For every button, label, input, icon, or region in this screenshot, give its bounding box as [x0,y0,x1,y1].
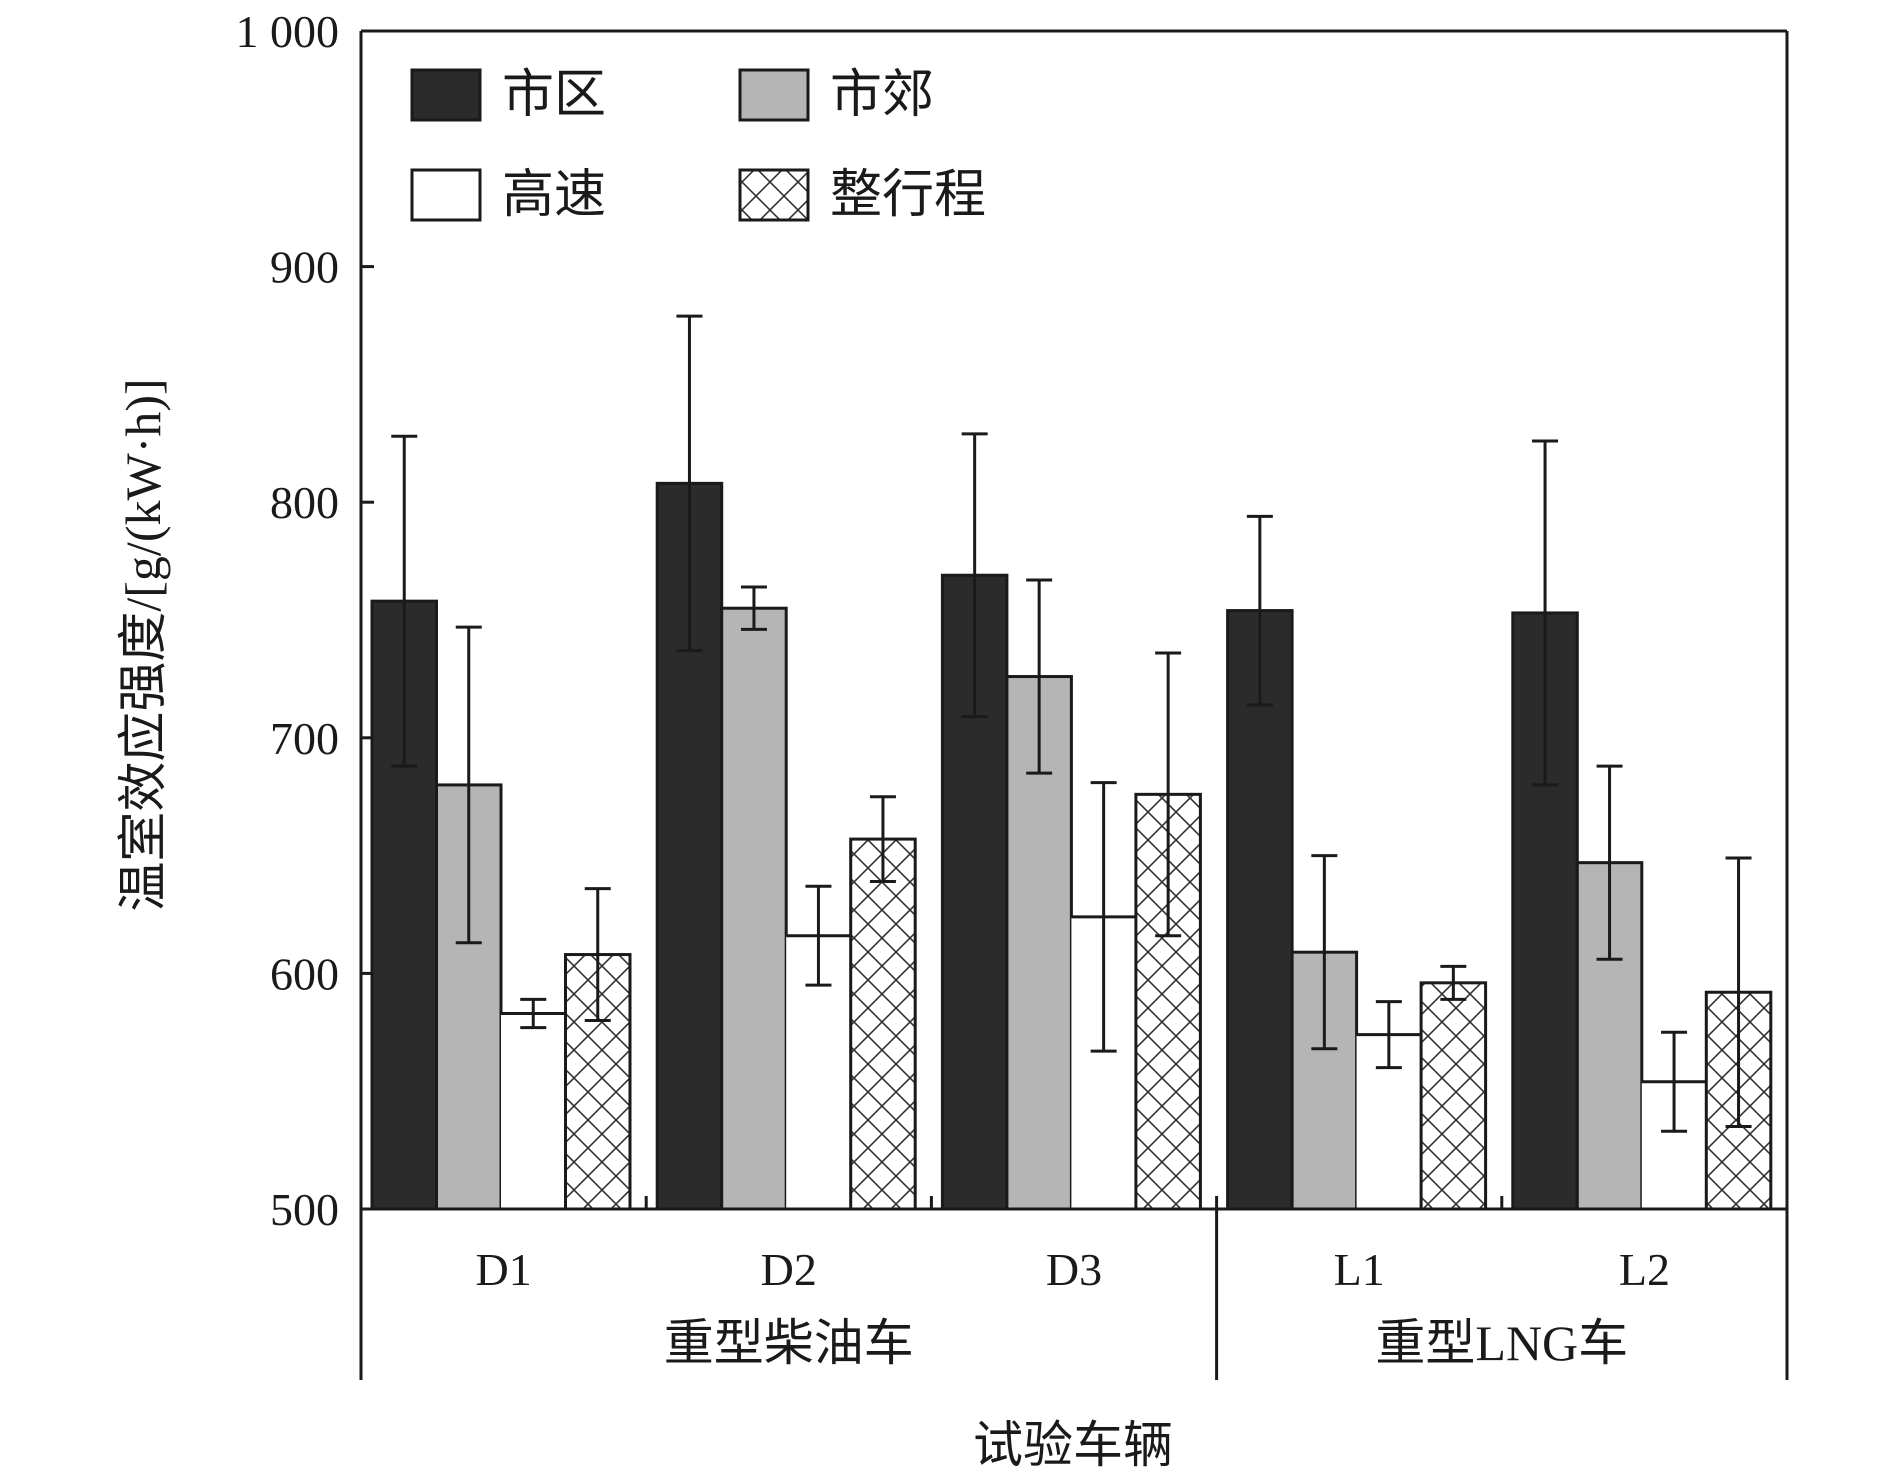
legend-label: 市区 [502,67,606,124]
bar [720,606,788,1211]
legend-label: 整行程 [830,167,986,224]
legend-swatch [410,168,482,222]
group-label: 重型LNG车 [1375,1315,1628,1371]
category-label: D1 [475,1244,531,1295]
legend-label: 市郊 [830,67,934,124]
y-tick-label: 1 000 [236,6,340,57]
bar [564,953,632,1211]
y-tick-label: 500 [270,1184,339,1235]
category-label: L2 [1619,1244,1670,1295]
y-tick-label: 800 [270,477,339,528]
legend-swatch [738,168,810,222]
category-label: L1 [1334,1244,1385,1295]
bar [501,1013,566,1209]
bar [1419,981,1488,1211]
y-tick-label: 600 [270,948,339,999]
bar [849,837,917,1211]
category-label: D2 [761,1244,817,1295]
legend-swatch [410,68,482,122]
y-tick-label: 700 [270,713,339,764]
x-axis-title: 试验车辆 [973,1417,1173,1473]
legend-label: 高速 [502,167,606,224]
y-tick-label: 900 [270,242,339,293]
group-label: 重型柴油车 [664,1315,914,1371]
y-axis-title: 温室效应强度/[g/(kW·h)] [115,378,171,911]
legend-swatch [738,68,810,122]
category-label: D3 [1046,1244,1102,1295]
